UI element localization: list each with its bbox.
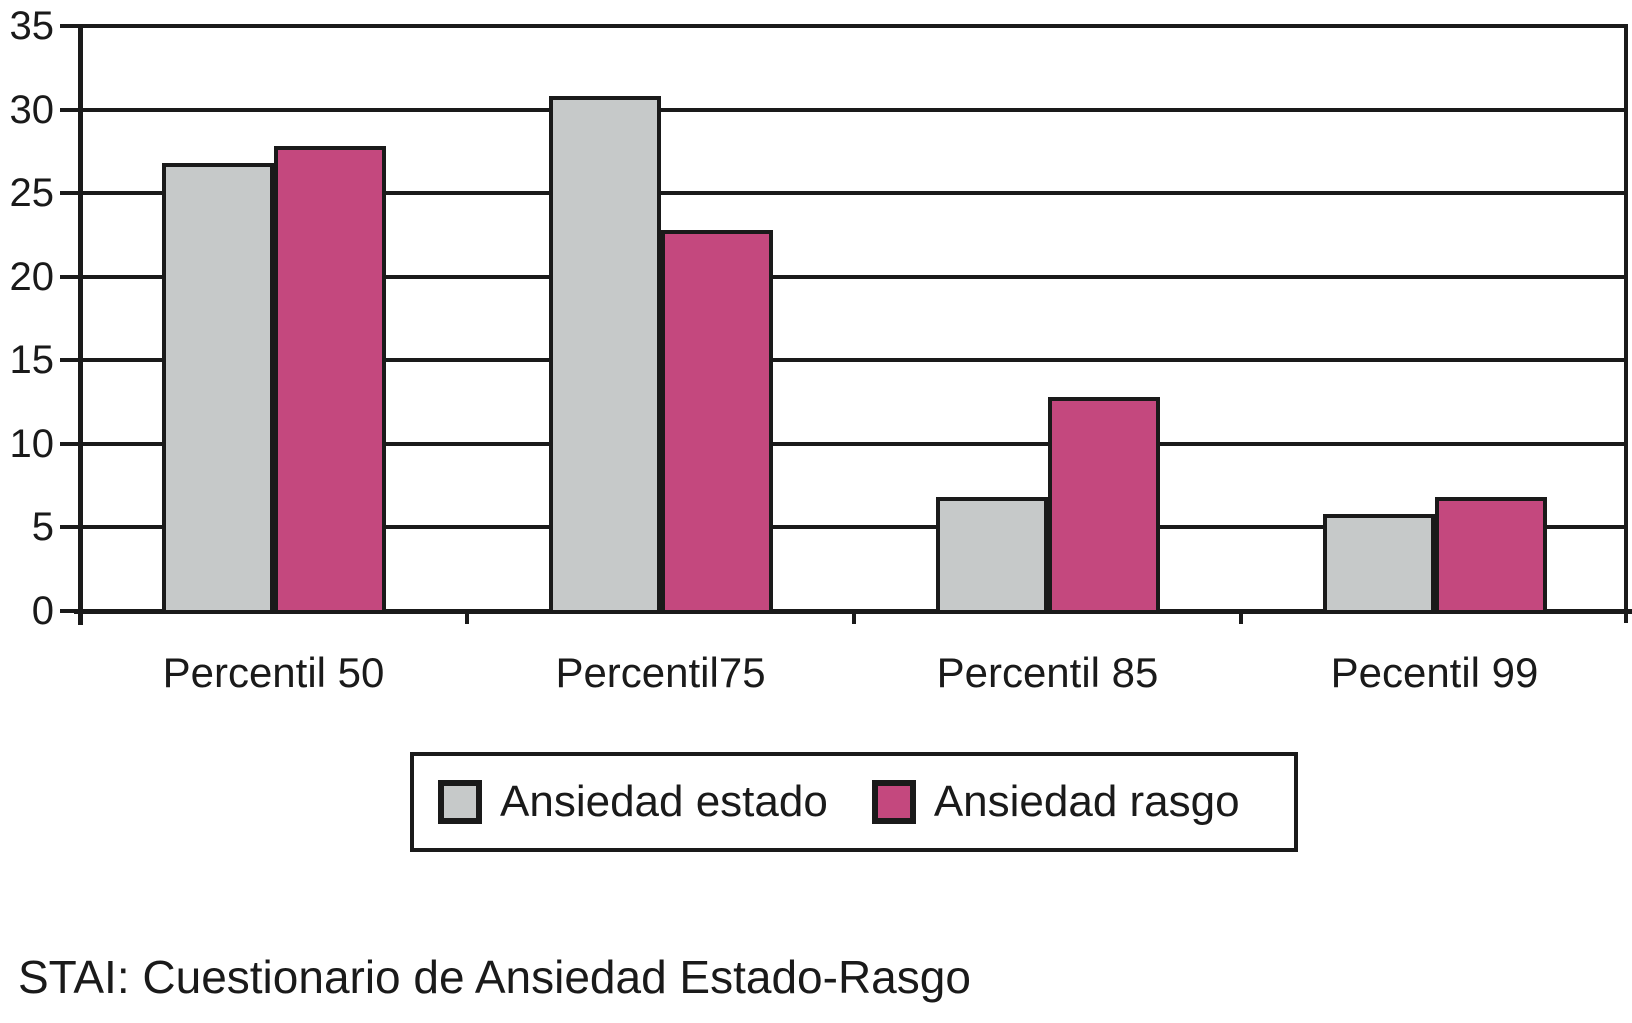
x-axis-tick: [465, 611, 469, 624]
bar: [935, 497, 1048, 614]
bar: [161, 162, 274, 614]
bar: [1322, 513, 1435, 614]
y-axis-tick: [60, 609, 80, 613]
category-label: Percentil 50: [162, 649, 385, 696]
y-axis-tick-label: 35: [9, 4, 55, 48]
legend-swatch: [438, 780, 482, 824]
plot-right-border: [1624, 24, 1628, 623]
category-label: Percentil 85: [936, 649, 1159, 696]
bar: [1434, 497, 1547, 614]
y-axis-tick: [60, 358, 80, 363]
y-axis-tick-label: 5: [31, 505, 54, 550]
gridline: [80, 441, 1628, 446]
y-axis-tick: [60, 525, 80, 530]
bar: [1047, 396, 1160, 614]
category-label: Pecentil 99: [1330, 649, 1539, 696]
legend-item: Ansiedad estado: [438, 780, 828, 824]
legend: Ansiedad estado Ansiedad rasgo: [410, 752, 1298, 852]
y-axis-line: [78, 24, 83, 625]
legend-swatch: [871, 780, 916, 824]
gridline: [80, 107, 1628, 112]
legend-item-label: Ansiedad rasgo: [933, 777, 1240, 826]
legend-item: Ansiedad rasgo: [871, 777, 1240, 826]
x-axis-tick: [852, 611, 856, 624]
y-axis-tick: [60, 107, 80, 112]
bar: [660, 229, 773, 614]
gridline: [80, 274, 1628, 279]
category-label: Percentil75: [555, 649, 766, 696]
y-axis-tick-label: 25: [9, 171, 55, 216]
gridline: [80, 191, 1628, 196]
bar: [273, 146, 386, 614]
y-axis-tick: [60, 191, 80, 196]
bar: [548, 95, 661, 614]
y-axis-tick-label: 15: [9, 338, 55, 383]
y-axis-tick: [60, 24, 80, 28]
y-axis-tick-label: 30: [9, 87, 55, 132]
gridline: [80, 24, 1628, 28]
y-axis-tick-label: 10: [9, 421, 55, 466]
y-axis-tick-label: 20: [9, 254, 55, 299]
y-axis-tick-label: 0: [31, 589, 54, 633]
chart-footnote: STAI: Cuestionario de Ansiedad Estado-Ra…: [18, 951, 971, 1003]
gridline: [80, 525, 1628, 530]
y-axis-tick: [60, 441, 80, 446]
legend-item-label: Ansiedad estado: [500, 777, 828, 826]
x-axis-tick: [1239, 611, 1243, 624]
y-axis-tick: [60, 274, 80, 279]
gridline: [80, 358, 1628, 363]
